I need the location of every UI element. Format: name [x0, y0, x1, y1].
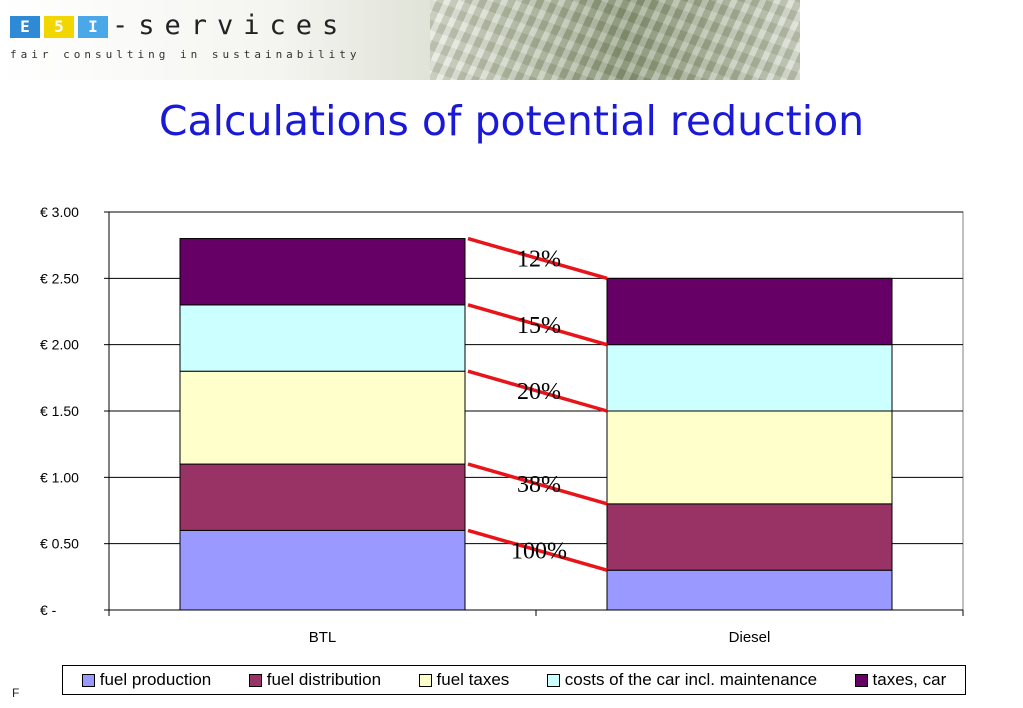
logo-box-2: 5 — [44, 16, 74, 38]
connector-line — [467, 236, 608, 281]
logo-name: -services — [112, 10, 349, 41]
connector-line — [467, 303, 608, 347]
legend-swatch — [854, 673, 868, 687]
legend-swatch — [81, 673, 95, 687]
connector-line — [467, 462, 608, 506]
bar-segment — [606, 503, 893, 571]
x-tick-label: Diesel — [729, 629, 771, 646]
bar-segment — [606, 410, 893, 505]
y-tick-label: € 0.50 — [40, 536, 79, 552]
legend-swatch — [248, 673, 262, 687]
y-tick-label: € - — [40, 602, 57, 618]
y-tick-label: € 1.00 — [40, 469, 79, 485]
bar-segment — [606, 344, 893, 412]
header-banner: E 5 I -services fair consulting in susta… — [0, 0, 800, 80]
legend-swatch — [418, 673, 432, 687]
legend-label: taxes, car — [872, 670, 947, 689]
bar-segment — [606, 569, 893, 611]
bar-segment — [179, 370, 466, 465]
y-tick-label: € 2.50 — [40, 270, 79, 286]
legend-label: fuel distribution — [266, 670, 382, 689]
legend-label: fuel taxes — [436, 670, 510, 689]
legend-item: costs of the car incl. maintenance — [546, 670, 818, 690]
reduction-label: 20% — [517, 379, 561, 405]
connector-line — [467, 369, 608, 413]
bar-segment — [179, 238, 466, 306]
x-tick-label: BTL — [309, 629, 337, 646]
bar-segment — [606, 277, 893, 346]
bar-segment — [179, 304, 466, 372]
chart-legend: fuel production fuel distribution fuel tax… — [62, 665, 966, 695]
legend-item: fuel taxes — [418, 670, 510, 690]
legend-item: fuel production — [81, 670, 212, 690]
legend-swatch — [546, 673, 560, 687]
page-title: Calculations of potential reduction — [158, 97, 865, 145]
y-tick-label: € 2.00 — [40, 337, 79, 353]
bar-segment — [179, 529, 466, 611]
logo-box-3: I — [78, 16, 108, 38]
footer-text: F — [12, 686, 20, 700]
legend-item: fuel distribution — [248, 670, 382, 690]
reduction-label: 15% — [517, 313, 561, 339]
legend-label: fuel production — [99, 670, 212, 689]
y-tick-label: € 3.00 — [40, 204, 79, 220]
reduction-label: 38% — [517, 472, 561, 498]
logo-letter-1: E — [20, 17, 30, 36]
reduction-label: 12% — [517, 246, 561, 272]
logo-box-1: E — [10, 16, 40, 38]
legend-item: taxes, car — [854, 670, 947, 690]
legend-label: costs of the car incl. maintenance — [564, 670, 818, 689]
logo-tagline: fair consulting in sustainability — [10, 48, 361, 61]
logo-letter-2: 5 — [54, 17, 64, 36]
y-tick-label: € 1.50 — [40, 403, 79, 419]
connector-line — [467, 528, 608, 572]
logo-letter-3: I — [88, 17, 98, 36]
banner-photo — [430, 0, 800, 80]
reduction-label: 100% — [511, 538, 567, 564]
bar-segment — [179, 463, 466, 531]
